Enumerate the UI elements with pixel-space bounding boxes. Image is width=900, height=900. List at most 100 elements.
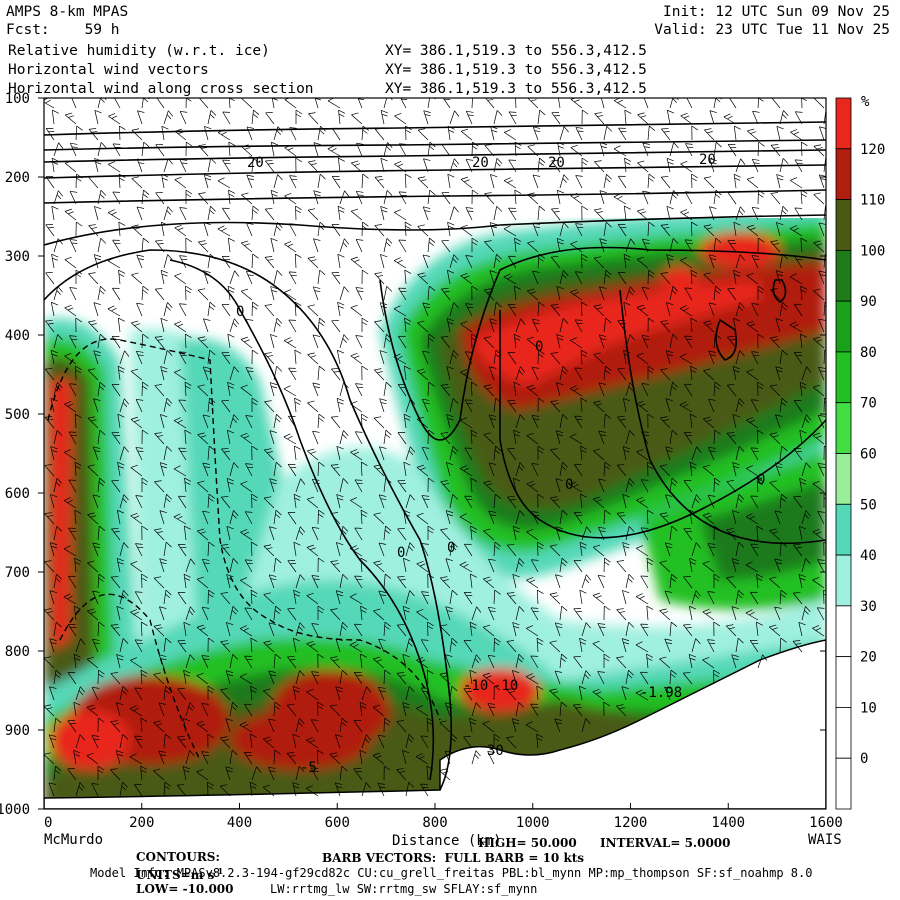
wind-barb <box>116 509 125 525</box>
wind-barb <box>330 608 341 621</box>
wind-barb <box>183 525 191 541</box>
wind-barb <box>269 430 277 445</box>
wind-barb <box>350 352 363 365</box>
wind-barb <box>625 286 636 301</box>
wind-barb <box>684 383 693 397</box>
wind-barb <box>823 493 826 508</box>
wind-barb <box>599 238 607 253</box>
wind-barb <box>69 287 77 301</box>
wind-barb <box>293 541 301 557</box>
wind-barb <box>756 525 764 541</box>
wind-barb <box>73 749 81 765</box>
wind-barb <box>680 161 693 173</box>
wind-barb <box>111 528 121 541</box>
wind-barb <box>471 98 479 109</box>
wind-barb <box>220 736 231 749</box>
wind-barb <box>273 461 282 477</box>
wind-barb <box>599 286 607 301</box>
wind-barb <box>427 621 434 637</box>
wind-barb <box>130 416 143 429</box>
wind-barb <box>666 109 675 125</box>
wind-barb <box>110 720 121 733</box>
wind-barb <box>402 750 410 765</box>
wind-barb <box>67 720 77 733</box>
wind-barb <box>372 704 385 717</box>
wind-barb <box>53 717 62 733</box>
wind-barb <box>594 208 605 221</box>
wind-barb <box>749 640 759 653</box>
wind-barb <box>422 350 430 365</box>
wind-barb <box>669 669 677 685</box>
wind-barb <box>163 589 172 605</box>
wind-barb <box>623 301 631 317</box>
wind-barb <box>569 385 583 397</box>
wind-barb <box>250 589 258 605</box>
wind-barb <box>270 334 278 349</box>
wind-barb <box>592 592 605 605</box>
wind-barb <box>488 510 497 525</box>
wind-barb <box>512 670 520 685</box>
wind-barb <box>550 400 561 413</box>
negative-contours <box>47 338 441 761</box>
wind-barb <box>640 479 649 493</box>
wind-barb <box>246 126 255 141</box>
wind-barb <box>799 333 807 349</box>
wind-barb <box>44 752 55 765</box>
contour-label: -10 <box>463 678 488 694</box>
wind-barb <box>713 477 721 493</box>
wind-barb <box>331 224 341 237</box>
wind-barb <box>446 269 455 285</box>
colorbar-label: 70 <box>860 396 877 412</box>
wind-barb <box>680 257 693 269</box>
wind-barb <box>398 191 407 205</box>
wind-barb <box>493 110 503 125</box>
wind-barb <box>515 510 525 525</box>
wind-barb <box>660 320 671 333</box>
wind-barb <box>621 686 629 701</box>
wind-barb <box>68 479 77 493</box>
wind-barb <box>295 526 306 541</box>
wind-barb <box>449 302 459 317</box>
wind-barb <box>306 640 319 653</box>
wind-barb <box>449 110 460 125</box>
wind-barb <box>581 670 591 685</box>
wind-barb <box>581 253 588 269</box>
wind-barb <box>207 349 216 365</box>
wind-barb <box>64 449 77 461</box>
wind-barb <box>573 656 583 669</box>
wind-barb <box>659 608 671 621</box>
wind-barb <box>244 703 253 717</box>
wind-barb <box>74 413 82 429</box>
wind-barb <box>251 205 259 221</box>
wind-barb <box>119 542 129 557</box>
wind-barb <box>154 432 165 445</box>
wind-barb <box>130 368 143 381</box>
wind-barb <box>173 417 187 429</box>
wind-barb <box>284 241 297 253</box>
wind-barb <box>691 446 702 461</box>
wind-barb <box>574 415 583 429</box>
wind-barb <box>733 269 741 285</box>
wind-barb <box>746 369 759 381</box>
wind-barb <box>141 237 150 253</box>
colorbar-swatch <box>835 757 852 810</box>
wind-barb <box>383 573 392 589</box>
wind-barb <box>140 669 148 685</box>
wind-barb <box>222 159 231 173</box>
wind-barb <box>774 558 783 573</box>
wind-barb <box>49 686 57 701</box>
wind-barb <box>116 702 124 717</box>
wind-barb <box>422 206 431 221</box>
wind-barb <box>503 177 517 189</box>
wind-barb <box>599 190 607 205</box>
colorbar-swatch <box>835 148 852 200</box>
wind-barb <box>732 462 740 477</box>
wind-barb <box>488 462 497 477</box>
wind-barb <box>229 318 240 333</box>
wind-barb <box>185 750 195 765</box>
wind-barb <box>421 446 430 461</box>
wind-barb <box>307 256 319 269</box>
wind-barb <box>616 560 627 573</box>
wind-barb <box>531 415 540 429</box>
